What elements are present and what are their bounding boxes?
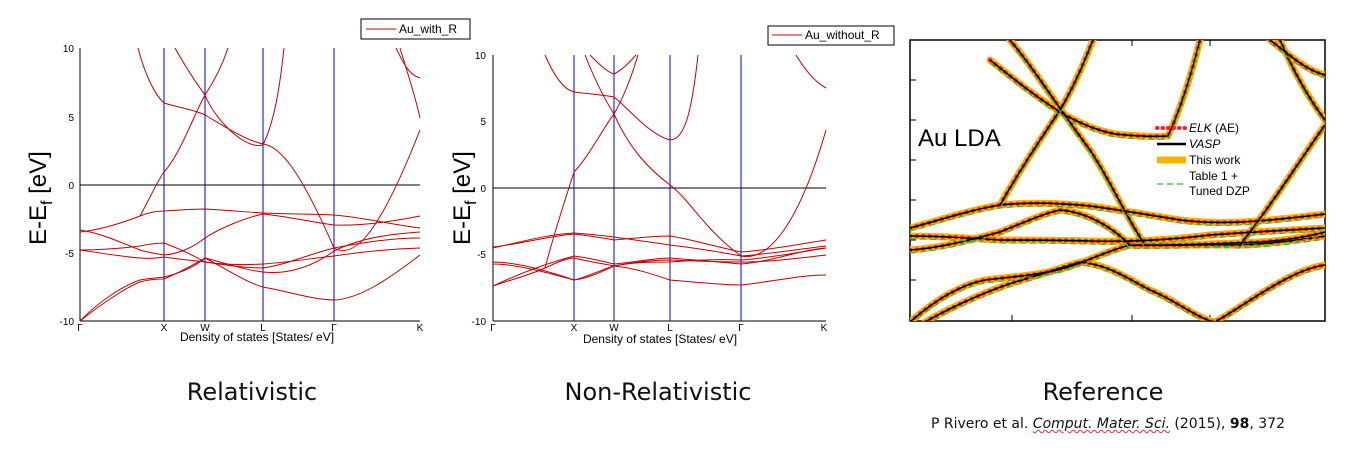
ytick-label: 5 (480, 117, 486, 128)
band-line (137, 47, 421, 252)
band-line (589, 54, 637, 75)
ytick-label: 5 (68, 113, 74, 124)
band-line (79, 254, 421, 322)
caption-relativistic: Relativistic (186, 378, 318, 406)
reference-title: Au LDA (918, 125, 1001, 152)
band-lines (79, 47, 421, 322)
band-line (795, 54, 827, 89)
band-lines (492, 54, 827, 287)
kpoint-label: L (260, 323, 266, 334)
kpoint-label: K (821, 323, 828, 334)
reference-legend: ELK (AE) VASP This work Table 1 + Tuned … (1155, 121, 1250, 198)
band-line (399, 47, 421, 119)
legend-label: ELK (AE) (1189, 121, 1239, 135)
legend-label: Tuned DZP (1189, 184, 1250, 198)
legend-label: VASP (1189, 137, 1220, 151)
x-axis-label: Density of states [States/ eV] (583, 332, 737, 346)
kpoint-label: Γ (738, 323, 744, 334)
chart-reference: Au LDA ELK (AE) VASP This work Table 1 +… (909, 39, 1326, 322)
kpoint-label: L (667, 323, 673, 334)
kpoint-label: X (571, 323, 578, 334)
kpoint-label: Γ (331, 323, 337, 334)
band-line (174, 47, 285, 146)
ytick-label: -10 (60, 317, 75, 328)
kpoint-label: W (609, 323, 619, 334)
reference-bands (910, 40, 1325, 321)
legend-box (767, 25, 895, 46)
ytick-label: 10 (475, 51, 487, 62)
band-line (492, 247, 827, 281)
band-line (79, 213, 421, 256)
ytick-label: 0 (480, 184, 486, 195)
kpoint-label: X (161, 323, 168, 334)
band-line (79, 237, 421, 269)
reference-ticks (910, 40, 1211, 321)
band-line (79, 231, 421, 322)
kpoint-label: Γ (490, 323, 496, 334)
band-line (492, 233, 827, 253)
legend-label: Au_with_R (399, 22, 457, 36)
band-line (544, 54, 699, 141)
ytick-label: 10 (63, 44, 75, 55)
chart-relativistic: Au_with_R 10 5 0 -5 -10 E-Ef [eV] (25, 18, 471, 344)
x-axis-label: Density of states [States/ eV] (180, 330, 334, 344)
legend-label: Table 1 + (1189, 169, 1238, 183)
band-line (544, 54, 639, 269)
legend-label: Au_without_R (805, 28, 880, 42)
kpoint-label: Γ (77, 323, 83, 334)
ytick-label: -5 (477, 250, 486, 261)
legend-box (360, 18, 471, 40)
band-line (139, 47, 229, 217)
ytick-label: 0 (68, 181, 74, 192)
y-axis-label: E-Ef [eV] (25, 151, 56, 245)
ytick-label: -10 (472, 317, 487, 328)
ytick-label: -5 (65, 249, 74, 260)
legend-label: This work (1189, 153, 1241, 167)
band-line (584, 54, 827, 258)
chart-non-relativistic: Au_without_R 10 5 0 -5 -10 E-Ef [eV] Γ X (449, 25, 895, 346)
band-line (79, 208, 421, 233)
y-axis-label: E-Ef [eV] (449, 151, 480, 245)
kpoint-label: K (417, 323, 424, 334)
reference-frame (909, 39, 1326, 322)
kpoint-label: W (200, 323, 210, 334)
band-line (79, 242, 421, 266)
caption-non-relativistic: Non-Relativistic (564, 378, 752, 406)
caption-reference: Reference (1042, 378, 1164, 406)
citation: P Rivero et al. Comput. Mater. Sci. (201… (931, 416, 1285, 432)
band-line (492, 247, 827, 287)
